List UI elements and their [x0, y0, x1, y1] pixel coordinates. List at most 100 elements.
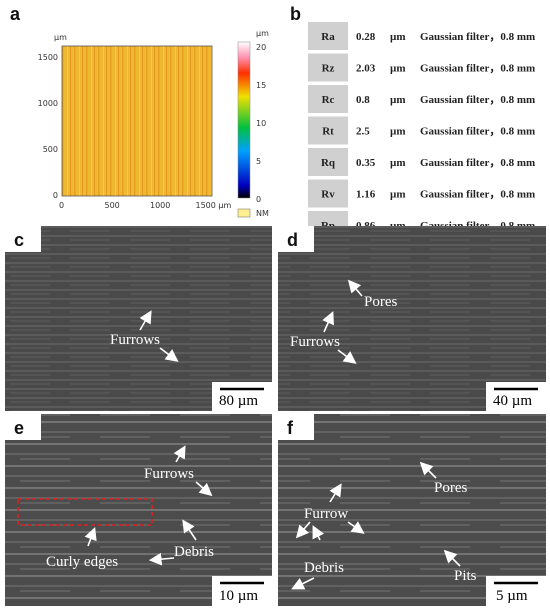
y-tick-label: 1500: [38, 53, 58, 62]
param: Rz: [322, 63, 335, 75]
param-cell: [308, 85, 348, 113]
scale-box: [486, 382, 546, 411]
colorbar: [237, 41, 251, 199]
unit: µm: [390, 126, 406, 138]
colorbar-tick-label: 20: [256, 43, 266, 52]
x-tick-label: 1000: [150, 201, 170, 210]
height-map: [61, 45, 213, 197]
filter: Gaussian filter，0.8 mm: [420, 63, 535, 75]
arrow: [139, 310, 152, 331]
param: Rq: [321, 157, 336, 169]
label-box: [278, 226, 314, 252]
panel-label: a: [10, 4, 21, 24]
arrow: [347, 521, 365, 534]
value: 2.03: [356, 63, 376, 75]
sem-image: [278, 414, 546, 606]
filter: Gaussian filter，0.8 mm: [420, 126, 535, 138]
y-tick-label: 1000: [38, 99, 58, 108]
x-tick-label: 500: [105, 201, 120, 210]
arrow: [173, 445, 186, 463]
scale-label: 80 µm: [219, 393, 258, 409]
param: Rv: [321, 189, 335, 201]
param-cell: [308, 22, 348, 50]
sem-image: [5, 414, 272, 606]
colorbar-unit: µm: [256, 29, 269, 38]
unit: µm: [390, 31, 406, 43]
filter: Gaussian filter，0.8 mm: [420, 189, 535, 201]
annotation: Furrows: [144, 466, 194, 482]
unit: µm: [390, 189, 406, 201]
arrow: [312, 525, 325, 541]
unit: µm: [390, 157, 406, 169]
colorbar-tick-label: 15: [256, 81, 266, 90]
annotation: Furrow: [304, 506, 348, 522]
annotation: Furrows: [110, 332, 160, 348]
panel-label: b: [290, 4, 301, 24]
scale-label: 40 µm: [493, 393, 532, 409]
annotation: Pits: [454, 568, 477, 584]
label-box: [5, 414, 41, 440]
arrow: [84, 527, 97, 547]
annotation: Debris: [174, 544, 214, 560]
scale-box: [212, 382, 272, 411]
param: Rc: [322, 94, 335, 106]
value: 1.16: [356, 189, 376, 201]
arrow: [337, 349, 357, 364]
param-cell: [308, 179, 348, 208]
arrow: [159, 347, 179, 362]
panel-label: f: [287, 418, 294, 438]
value: 2.5: [356, 126, 370, 138]
panel-label: e: [14, 418, 24, 438]
annotation: Curly edges: [46, 554, 118, 570]
filter: Gaussian filter，0.8 mm: [420, 31, 535, 43]
arrow: [295, 521, 311, 539]
x-tick-label: 1500 µm: [196, 201, 232, 210]
annotation: Pores: [434, 480, 467, 496]
value: 0.35: [356, 157, 376, 169]
y-tick-label: 500: [43, 145, 58, 154]
arrow: [347, 279, 363, 297]
colorbar-tick-label: 10: [256, 119, 266, 128]
scale-label: 5 µm: [496, 588, 528, 604]
value: 0.8: [356, 94, 370, 106]
y-tick-label: 0: [53, 191, 58, 200]
filter: Gaussian filter，0.8 mm: [420, 157, 535, 169]
arrow: [329, 483, 342, 503]
panel-label: c: [14, 230, 24, 250]
label-box: [278, 414, 314, 440]
label-box: [5, 226, 41, 252]
colorbar-tick-label: 5: [256, 157, 261, 166]
colorbar-tick-label: 0: [256, 195, 261, 204]
arrow: [195, 481, 213, 497]
param-cell: [308, 148, 348, 176]
arrow: [419, 461, 437, 479]
unit: µm: [390, 94, 406, 106]
param-cell: [308, 116, 348, 145]
x-tick-label: 0: [59, 201, 64, 210]
value: 0.28: [356, 31, 376, 43]
legend: NM: [256, 209, 269, 218]
arrow: [291, 577, 315, 590]
filter: Gaussian filter，0.8 mm: [420, 94, 535, 106]
legend-swatch: [237, 208, 251, 218]
arrow: [443, 549, 461, 567]
annotation: Debris: [304, 560, 344, 576]
highlight-box: [17, 498, 153, 526]
unit: µm: [390, 63, 406, 75]
param: Rt: [322, 126, 334, 138]
arrow: [148, 552, 175, 566]
scale-label: 10 µm: [219, 588, 258, 604]
y-unit: µm: [54, 33, 67, 42]
annotation: Furrows: [290, 334, 340, 350]
param-cell: [308, 53, 348, 82]
arrow: [182, 519, 197, 541]
scale-box: [212, 576, 272, 606]
sem-image: [5, 226, 272, 411]
scale-box: [486, 576, 546, 606]
param: Ra: [321, 31, 335, 43]
arrow: [322, 311, 334, 333]
panel-label: d: [287, 230, 298, 250]
annotation: Pores: [364, 294, 397, 310]
